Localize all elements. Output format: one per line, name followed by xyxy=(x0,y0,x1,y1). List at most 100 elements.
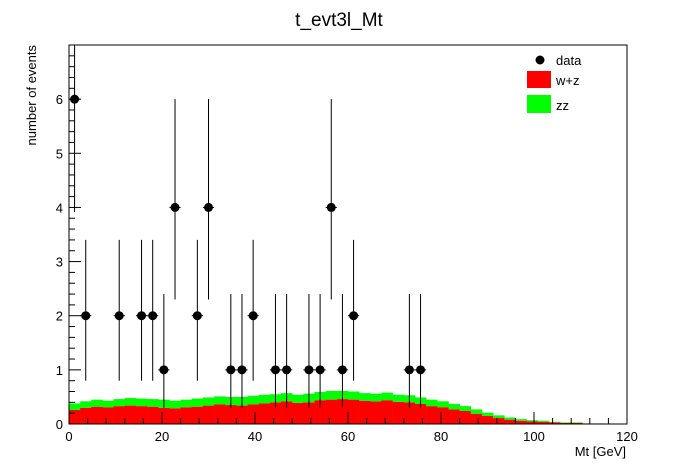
bar-zz xyxy=(247,395,260,405)
bar-wz xyxy=(292,402,304,424)
bar-wz xyxy=(191,406,204,424)
legend: data w+z zz xyxy=(527,53,582,113)
bar-wz xyxy=(548,422,561,424)
data-point xyxy=(349,311,359,321)
y-axis-label: number of events xyxy=(24,45,39,146)
bar-wz xyxy=(158,407,170,424)
legend-swatch-zz xyxy=(527,95,551,113)
bar-zz xyxy=(571,422,583,423)
x-tick-label: 100 xyxy=(523,429,545,444)
bar-zz xyxy=(426,399,438,407)
bar-zz xyxy=(147,399,159,407)
bar-wz xyxy=(426,406,438,424)
bar-wz xyxy=(214,404,226,424)
bar-zz xyxy=(191,398,204,407)
x-tick-label: 80 xyxy=(434,429,448,444)
data-point xyxy=(204,202,213,212)
bar-zz xyxy=(493,415,505,419)
bar-wz xyxy=(124,405,137,424)
bar-wz xyxy=(359,400,371,424)
bar-wz xyxy=(571,422,583,424)
legend-label-data: data xyxy=(556,53,582,68)
bar-wz xyxy=(135,406,148,424)
bar-wz xyxy=(91,406,103,424)
bar-zz xyxy=(202,397,215,406)
bar-zz xyxy=(69,403,81,410)
data-point xyxy=(114,311,124,321)
bar-zz xyxy=(180,399,193,408)
data-point xyxy=(81,311,91,321)
bar-wz xyxy=(481,415,494,424)
x-axis-ticks: 0 20 40 60 80 100 120 xyxy=(65,412,638,444)
data-point xyxy=(337,365,347,375)
data-point xyxy=(148,311,158,321)
bar-zz xyxy=(470,409,483,414)
data-point xyxy=(170,202,180,212)
bar-zz xyxy=(370,393,382,402)
x-tick-label: 40 xyxy=(248,429,262,444)
bar-zz xyxy=(537,420,550,422)
bar-wz xyxy=(236,405,248,424)
bar-wz xyxy=(403,402,416,424)
bar-zz xyxy=(459,406,472,412)
x-tick-label: 20 xyxy=(155,429,169,444)
bar-zz xyxy=(124,398,137,406)
bar-wz xyxy=(381,400,393,424)
x-tick-label: 120 xyxy=(616,429,638,444)
bar-zz xyxy=(359,393,371,401)
bar-wz xyxy=(437,407,449,424)
data-point xyxy=(326,202,336,212)
bar-wz xyxy=(258,403,271,424)
bar-zz xyxy=(560,422,572,423)
bar-wz xyxy=(102,407,114,424)
bar-wz xyxy=(80,407,92,424)
data-point xyxy=(304,365,314,375)
bar-zz xyxy=(80,401,92,408)
bar-zz xyxy=(169,400,181,409)
bar-zz xyxy=(526,420,539,422)
bar-wz xyxy=(515,420,527,424)
bar-wz xyxy=(169,408,181,424)
bar-wz xyxy=(504,419,516,424)
bar-wz xyxy=(560,422,572,424)
bar-wz xyxy=(392,401,405,424)
bar-zz xyxy=(91,399,103,407)
bar-wz xyxy=(470,413,483,424)
bar-zz xyxy=(135,398,148,407)
bar-wz xyxy=(448,409,460,424)
bar-wz xyxy=(247,404,260,424)
data-points xyxy=(70,94,426,375)
data-point xyxy=(226,365,236,375)
data-point xyxy=(404,365,414,375)
bar-zz xyxy=(348,391,360,400)
y-tick-label: 2 xyxy=(56,309,63,324)
bar-wz xyxy=(281,401,293,424)
bar-wz xyxy=(303,402,315,424)
data-point xyxy=(137,311,147,321)
bar-zz xyxy=(437,401,449,408)
data-point xyxy=(282,365,292,375)
bar-zz xyxy=(214,396,226,405)
bar-zz xyxy=(548,421,561,423)
data-point xyxy=(315,365,325,375)
y-tick-label: 4 xyxy=(56,200,63,215)
bar-wz xyxy=(526,421,539,424)
data-point xyxy=(159,365,169,375)
bar-wz xyxy=(314,400,326,424)
bar-wz xyxy=(537,421,550,424)
bar-wz xyxy=(348,399,360,424)
chart-title: t_evt3l_Mt xyxy=(295,10,383,31)
data-point xyxy=(237,365,247,375)
data-point xyxy=(192,311,202,321)
bar-zz xyxy=(258,394,271,404)
bar-wz xyxy=(113,406,126,424)
y-tick-label: 1 xyxy=(56,363,63,378)
bar-zz xyxy=(113,399,126,407)
bar-zz xyxy=(448,403,460,410)
bar-wz xyxy=(147,406,159,424)
x-tick-label: 60 xyxy=(341,429,355,444)
bar-wz xyxy=(493,418,505,424)
bar-wz xyxy=(414,403,427,424)
legend-label-wz: w+z xyxy=(555,73,579,88)
